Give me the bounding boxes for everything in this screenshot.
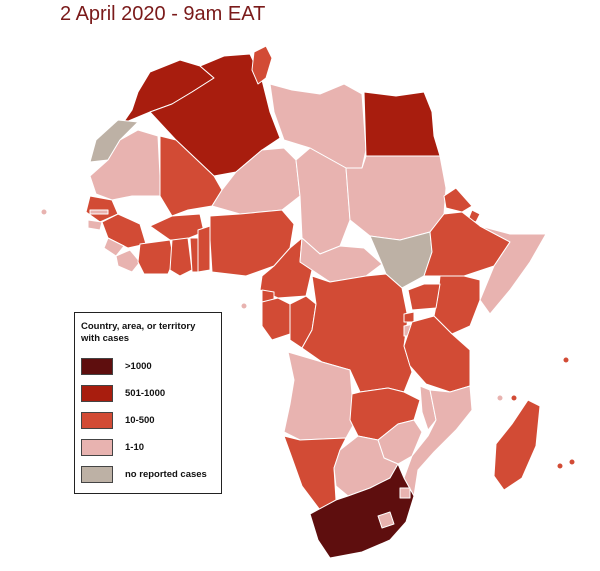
region-malawi[interactable] xyxy=(419,385,437,431)
region-liberia[interactable] xyxy=(115,249,141,273)
region-togo[interactable] xyxy=(189,237,199,273)
legend-swatch xyxy=(81,439,113,456)
legend-item: no reported cases xyxy=(81,461,215,488)
map-legend: Country, area, or territory with cases >… xyxy=(74,312,222,494)
region-somalia[interactable] xyxy=(479,225,547,315)
region-burkina-faso[interactable] xyxy=(149,213,205,241)
legend-item: >1000 xyxy=(81,353,215,380)
legend-item: 1-10 xyxy=(81,434,215,461)
region-lesotho[interactable] xyxy=(377,511,395,529)
legend-swatch xyxy=(81,385,113,402)
legend-label: 501-1000 xyxy=(125,388,166,399)
region-eswatini[interactable] xyxy=(399,487,411,499)
region-benin[interactable] xyxy=(197,225,211,273)
region-mozambique[interactable] xyxy=(403,385,473,497)
legend-swatch xyxy=(81,358,113,375)
region-guinea-bissau[interactable] xyxy=(87,219,103,231)
region-cameroon[interactable] xyxy=(259,237,313,299)
region-uganda[interactable] xyxy=(407,283,441,311)
region-mayotte[interactable] xyxy=(510,394,518,402)
region-south-africa[interactable] xyxy=(309,463,415,559)
region-eritrea[interactable] xyxy=(443,187,473,213)
legend-item: 501-1000 xyxy=(81,380,215,407)
region-tunisia[interactable] xyxy=(251,45,273,85)
region-gabon[interactable] xyxy=(261,297,291,341)
region-madagascar[interactable] xyxy=(493,399,541,491)
legend-swatch xyxy=(81,466,113,483)
legend-swatch xyxy=(81,412,113,429)
region-rwanda[interactable] xyxy=(403,311,415,323)
region-libya[interactable] xyxy=(269,83,367,169)
region-central-african-republic[interactable] xyxy=(299,237,383,283)
region-cote-divoire[interactable] xyxy=(137,239,175,275)
region-cape-verde[interactable] xyxy=(40,208,48,216)
region-namibia[interactable] xyxy=(283,435,347,511)
region-sao-tome[interactable] xyxy=(240,302,248,310)
legend-label: 10-500 xyxy=(125,415,155,426)
region-mauritius[interactable] xyxy=(568,458,576,466)
region-gambia[interactable] xyxy=(89,209,109,215)
region-seychelles[interactable] xyxy=(562,356,570,364)
region-egypt[interactable] xyxy=(363,91,441,157)
legend-label: 1-10 xyxy=(125,442,145,453)
region-comoros[interactable] xyxy=(496,394,504,402)
legend-label: no reported cases xyxy=(125,469,207,480)
region-reunion[interactable] xyxy=(556,462,564,470)
legend-title: Country, area, or territory with cases xyxy=(81,321,196,344)
region-sudan[interactable] xyxy=(345,155,447,241)
map-title: 2 April 2020 - 9am EAT xyxy=(60,3,266,25)
legend-item: 10-500 xyxy=(81,407,215,434)
region-ghana[interactable] xyxy=(169,237,193,277)
legend-label: >1000 xyxy=(125,361,152,372)
